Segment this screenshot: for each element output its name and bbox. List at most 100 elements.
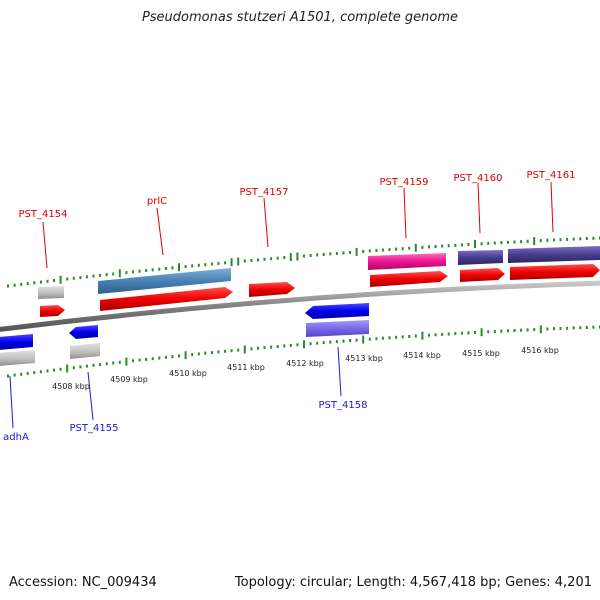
gene-pst4154-arrow[interactable]	[40, 305, 65, 317]
gene-pst4155-arrow[interactable]	[69, 325, 98, 339]
gene-pst4159-upper[interactable]	[368, 253, 446, 270]
gene-label-pst4154[interactable]: PST_4154	[19, 209, 68, 220]
minor-tick	[460, 243, 463, 247]
gene-pst4159-arrow[interactable]	[370, 271, 448, 287]
minor-tick	[85, 364, 88, 368]
minor-tick	[375, 249, 378, 252]
minor-tick	[487, 241, 490, 245]
gene-pst4157-arrow[interactable]	[249, 282, 295, 297]
minor-tick	[39, 280, 42, 284]
minor-tick	[566, 326, 569, 330]
minor-tick	[335, 251, 338, 255]
gene-label-prlc[interactable]: prlC	[147, 196, 167, 207]
minor-tick	[276, 256, 279, 260]
gene-adha-arrow[interactable]	[0, 334, 33, 350]
gene-pst4158-arrow[interactable]	[305, 303, 369, 319]
gene-adha-lower[interactable]	[0, 350, 35, 366]
minor-tick	[381, 248, 384, 252]
minor-tick	[26, 371, 29, 375]
gene-pst4155-lower[interactable]	[70, 343, 100, 359]
minor-tick	[164, 355, 167, 359]
minor-tick	[210, 262, 213, 266]
major-tick	[303, 340, 305, 349]
gene-pst4160-arrow[interactable]	[460, 268, 505, 282]
minor-tick	[434, 333, 437, 337]
gene-label-pst4159[interactable]: PST_4159	[380, 177, 429, 188]
minor-tick	[263, 257, 266, 261]
minor-tick	[66, 277, 69, 281]
minor-tick	[506, 329, 509, 333]
minor-tick	[118, 360, 121, 364]
minor-tick	[585, 326, 588, 329]
minor-tick	[401, 247, 404, 251]
gene-pst4160-upper[interactable]	[458, 250, 503, 265]
minor-tick	[322, 252, 325, 256]
gene-pst4161-upper[interactable]	[508, 246, 600, 263]
minor-tick	[276, 345, 279, 348]
minor-tick	[487, 330, 490, 334]
minor-tick	[237, 348, 240, 352]
minor-tick	[178, 354, 180, 358]
scale-label-4514: 4514 kbp	[403, 351, 441, 360]
minor-tick	[513, 240, 516, 244]
minor-tick	[368, 249, 371, 253]
minor-tick	[112, 361, 115, 365]
minor-tick	[210, 351, 213, 355]
minor-tick	[349, 339, 351, 343]
minor-tick	[335, 340, 338, 344]
gene-label-adha[interactable]: adhA	[3, 432, 29, 443]
minor-tick	[553, 238, 555, 242]
minor-tick	[493, 330, 496, 333]
minor-tick	[204, 351, 207, 355]
gene-prlc-upper[interactable]	[98, 268, 231, 294]
minor-tick	[164, 267, 167, 270]
gene-label-pst4161[interactable]: PST_4161	[527, 170, 576, 181]
gene-label-pst4155[interactable]: PST_4155	[70, 423, 119, 434]
gene-label-pst4160[interactable]: PST_4160	[454, 173, 503, 184]
minor-tick	[224, 349, 227, 353]
minor-tick	[270, 345, 273, 349]
minor-tick	[303, 254, 305, 258]
minor-tick	[526, 239, 529, 243]
minor-tick	[283, 344, 286, 348]
minor-tick	[342, 251, 345, 255]
major-tick	[243, 345, 246, 354]
minor-tick	[447, 332, 450, 336]
forward-leader-lines	[42, 181, 554, 269]
forward-tick-track	[7, 236, 600, 288]
leader-pst4155	[87, 371, 94, 421]
minor-tick	[375, 337, 378, 341]
minor-tick	[395, 335, 398, 339]
minor-tick	[132, 359, 134, 363]
minor-tick	[112, 272, 115, 276]
minor-tick	[151, 357, 154, 361]
minor-tick	[368, 337, 371, 341]
minor-tick	[520, 328, 523, 332]
gene-label-pst4157[interactable]: PST_4157	[240, 187, 289, 198]
major-tick	[66, 364, 69, 373]
gene-pst4154-upper[interactable]	[38, 286, 64, 299]
gene-pst4161-arrow[interactable]	[510, 264, 600, 280]
minor-tick	[105, 273, 108, 277]
major-tick	[237, 257, 240, 266]
minor-tick	[99, 363, 102, 367]
major-tick	[421, 331, 424, 340]
minor-tick	[546, 327, 549, 331]
minor-tick	[408, 335, 411, 338]
minor-tick	[270, 257, 273, 261]
minor-tick	[204, 263, 207, 267]
minor-tick	[263, 346, 266, 350]
minor-tick	[480, 242, 483, 246]
minor-tick	[250, 347, 253, 351]
leader-pst4158	[337, 346, 342, 397]
minor-tick	[46, 369, 49, 373]
gene-pst4158-lower[interactable]	[306, 320, 369, 337]
gene-prlc-arrow[interactable]	[100, 287, 233, 311]
minor-tick	[138, 269, 141, 273]
minor-tick	[395, 247, 398, 251]
map-title: Pseudomonas stutzeri A1501, complete gen…	[141, 10, 459, 25]
minor-tick	[585, 237, 588, 240]
minor-tick	[138, 358, 141, 362]
minor-tick	[500, 241, 503, 245]
gene-label-pst4158[interactable]: PST_4158	[319, 400, 368, 411]
